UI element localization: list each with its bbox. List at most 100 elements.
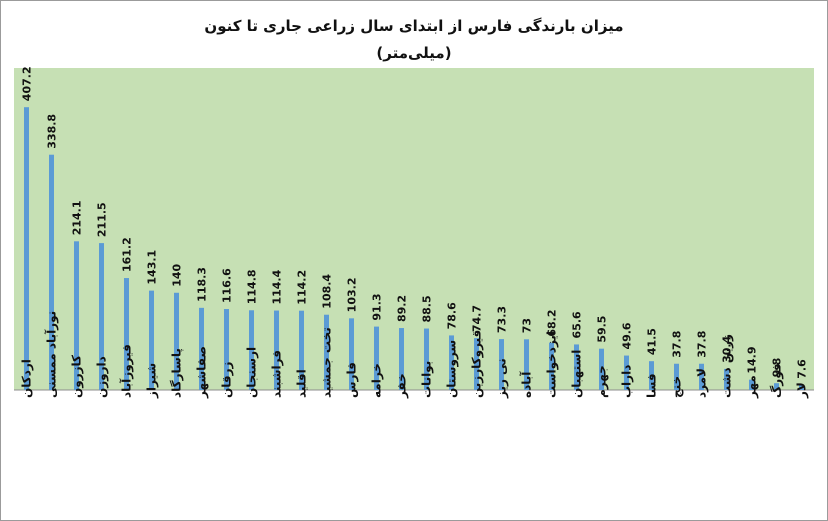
- category-label-24: جهرم: [595, 365, 610, 398]
- bar-14: [349, 318, 354, 390]
- data-label-4: 211.5: [96, 202, 109, 237]
- category-label-5: فیروزآباد: [119, 344, 135, 398]
- data-label-14: 103.2: [346, 278, 359, 313]
- data-label-22: 68.2: [546, 309, 559, 336]
- data-label-32: 7.6: [796, 359, 809, 379]
- category-label-29: زرین دشت: [720, 334, 734, 398]
- data-label-19: 74.7: [471, 305, 484, 332]
- bar-13: [324, 314, 329, 390]
- bar-6: [149, 290, 154, 390]
- bar-22: [549, 342, 554, 390]
- category-label-4: داروزن: [95, 356, 110, 398]
- data-label-10: 114.8: [246, 269, 259, 304]
- category-label-28: لامرد: [695, 368, 709, 398]
- category-label-9: زرقان: [220, 361, 234, 398]
- bar-21: [524, 339, 529, 390]
- category-label-6: شیراز: [145, 363, 159, 399]
- data-label-25: 49.6: [621, 322, 634, 349]
- data-label-3: 214.1: [71, 201, 84, 236]
- category-label-16: خفر: [395, 373, 409, 399]
- bar-29: [724, 368, 729, 390]
- data-label-18: 78.6: [446, 302, 459, 329]
- category-label-7: پاسارگاد: [170, 348, 184, 398]
- bar-28: [699, 363, 704, 390]
- bar-32: [799, 384, 804, 390]
- bar-17: [424, 328, 429, 390]
- data-label-11: 114.4: [271, 269, 284, 304]
- bar-31: [774, 383, 779, 390]
- data-label-9: 116.6: [221, 268, 234, 303]
- category-label-21: آباده: [519, 371, 534, 398]
- bar-3: [74, 241, 79, 390]
- category-label-14: فارس: [345, 362, 359, 398]
- bar-16: [399, 328, 404, 390]
- data-label-26: 41.5: [646, 328, 659, 355]
- category-label-31: فورگ: [769, 363, 785, 398]
- category-label-11: فراشبند: [270, 350, 284, 398]
- data-label-15: 91.3: [371, 293, 384, 320]
- category-label-18: سروستان: [445, 340, 460, 398]
- bar-10: [249, 310, 254, 390]
- data-label-12: 114.2: [296, 270, 309, 305]
- category-label-22: ایزدخواست: [545, 331, 560, 398]
- plot-area: [14, 68, 814, 390]
- chart-title: میزان بارندگی فارس از ابتدای سال زراعی ج…: [204, 17, 624, 35]
- bar-23: [574, 344, 579, 390]
- bar-7: [174, 292, 179, 390]
- category-label-15: خرامه: [370, 363, 384, 398]
- bar-2: [49, 154, 54, 390]
- bar-12: [299, 310, 304, 390]
- data-label-5: 161.2: [121, 237, 134, 272]
- category-label-8: صفاشهر: [195, 346, 209, 399]
- data-label-7: 140: [171, 263, 184, 286]
- bar-30: [749, 379, 754, 390]
- bar-27: [674, 363, 679, 390]
- category-label-32: لار: [795, 382, 809, 399]
- category-label-13: تخت جمشید: [320, 327, 334, 398]
- data-label-16: 89.2: [396, 295, 409, 322]
- bar-9: [224, 309, 229, 390]
- category-label-27: خنج: [670, 376, 684, 398]
- category-label-23: استهبان: [570, 350, 584, 398]
- category-label-12: اقلید: [295, 369, 309, 398]
- chart-subtitle: (میلی‌متر): [376, 44, 452, 62]
- bar-26: [649, 361, 654, 390]
- data-label-17: 88.5: [421, 295, 434, 322]
- bar-4: [99, 243, 104, 390]
- category-label-10: ارسنجان: [245, 347, 259, 398]
- category-label-25: داراب: [620, 365, 634, 398]
- category-label-26: فسا: [645, 373, 659, 398]
- category-label-20: نی ریز: [495, 358, 509, 399]
- data-label-24: 59.5: [596, 316, 609, 343]
- data-label-27: 37.8: [671, 331, 684, 358]
- category-label-2: نورآباد ممسنی: [44, 311, 60, 398]
- bar-24: [599, 348, 604, 390]
- data-label-29: 30.4: [721, 335, 734, 362]
- data-label-2: 338.8: [46, 114, 59, 149]
- bar-18: [449, 335, 454, 390]
- data-label-30: 14.9: [746, 347, 759, 374]
- data-label-23: 65.6: [571, 311, 584, 338]
- category-label-19: قیروکارزین: [470, 330, 485, 398]
- data-label-6: 143.1: [146, 250, 159, 285]
- bar-25: [624, 355, 629, 390]
- bar-8: [199, 307, 204, 390]
- category-label-3: کازرون: [70, 355, 85, 398]
- bar-1: [24, 107, 29, 391]
- data-label-8: 118.3: [196, 267, 209, 302]
- data-label-1: 407.2: [21, 66, 34, 101]
- bar-15: [374, 326, 379, 390]
- bar-11: [274, 310, 279, 390]
- category-label-30: مهر: [745, 375, 759, 399]
- data-label-21: 73: [521, 318, 534, 333]
- data-label-28: 37.8: [696, 331, 709, 358]
- bar-20: [499, 339, 504, 390]
- data-label-31: 9.8: [771, 358, 784, 378]
- bar-5: [124, 278, 129, 390]
- data-label-20: 73.3: [496, 306, 509, 333]
- category-label-1: اردکان: [20, 359, 34, 398]
- category-label-17: بوانات: [420, 361, 435, 398]
- bar-19: [474, 338, 479, 390]
- data-label-13: 108.4: [321, 274, 334, 309]
